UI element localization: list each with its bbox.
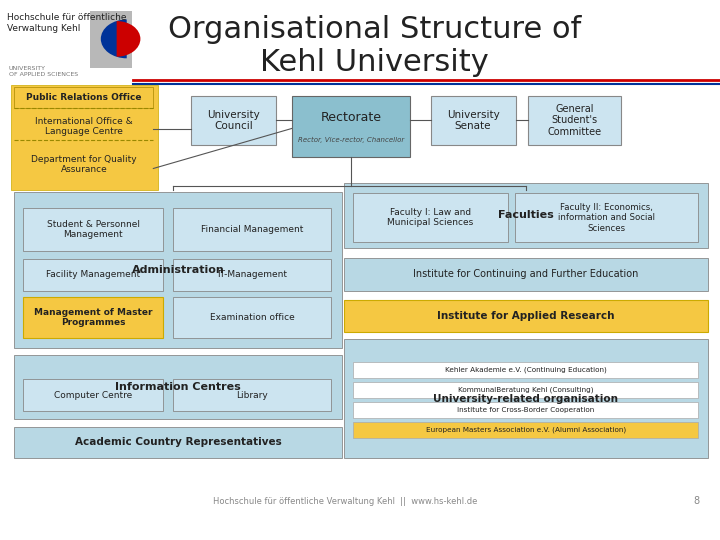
Text: Student & Personnel
Management: Student & Personnel Management	[47, 220, 140, 239]
FancyBboxPatch shape	[344, 183, 708, 248]
FancyBboxPatch shape	[14, 112, 153, 140]
Text: 8: 8	[693, 496, 699, 506]
Text: Faculties: Faculties	[498, 211, 554, 220]
Text: University-related organisation: University-related organisation	[433, 394, 618, 403]
Wedge shape	[117, 21, 140, 57]
FancyBboxPatch shape	[14, 355, 342, 418]
Text: Rectorate: Rectorate	[320, 111, 382, 124]
Text: KommunalBeratung Kehl (Consulting): KommunalBeratung Kehl (Consulting)	[458, 387, 593, 393]
Text: Public Relations Office: Public Relations Office	[26, 93, 142, 102]
Wedge shape	[101, 19, 127, 58]
Text: Department for Quality
Assurance: Department for Quality Assurance	[31, 155, 137, 174]
FancyBboxPatch shape	[14, 144, 153, 186]
FancyBboxPatch shape	[191, 96, 276, 145]
FancyBboxPatch shape	[344, 300, 708, 332]
FancyBboxPatch shape	[431, 96, 516, 145]
FancyBboxPatch shape	[90, 11, 132, 68]
FancyBboxPatch shape	[344, 258, 708, 291]
Text: Kehler Akademie e.V. (Continuing Education): Kehler Akademie e.V. (Continuing Educati…	[445, 367, 606, 373]
Text: Examination office: Examination office	[210, 313, 294, 322]
Text: Library: Library	[236, 391, 268, 400]
FancyBboxPatch shape	[173, 297, 331, 338]
FancyBboxPatch shape	[353, 362, 698, 378]
Text: Information Centres: Information Centres	[115, 382, 241, 392]
Text: Faculty II: Economics,
information and Social
Sciences: Faculty II: Economics, information and S…	[558, 202, 655, 233]
FancyBboxPatch shape	[515, 193, 698, 242]
Text: Rector, Vice-rector, Chancellor: Rector, Vice-rector, Chancellor	[298, 137, 404, 143]
FancyBboxPatch shape	[11, 85, 158, 190]
FancyBboxPatch shape	[14, 192, 342, 348]
Text: Administration: Administration	[132, 265, 225, 275]
FancyBboxPatch shape	[528, 96, 621, 145]
FancyBboxPatch shape	[23, 379, 163, 411]
FancyBboxPatch shape	[353, 422, 698, 438]
FancyBboxPatch shape	[23, 297, 163, 338]
FancyBboxPatch shape	[353, 382, 698, 398]
FancyBboxPatch shape	[173, 379, 331, 411]
Text: Computer Centre: Computer Centre	[54, 391, 132, 400]
Text: Financial Management: Financial Management	[201, 225, 303, 234]
Text: Management of Master
Programmes: Management of Master Programmes	[34, 308, 153, 327]
Text: IT-Management: IT-Management	[217, 271, 287, 279]
FancyBboxPatch shape	[23, 259, 163, 291]
Text: Faculty I: Law and
Municipal Sciences: Faculty I: Law and Municipal Sciences	[387, 208, 473, 227]
Text: University
Senate: University Senate	[446, 110, 500, 131]
Text: General
Student's
Committee: General Student's Committee	[547, 104, 602, 137]
FancyBboxPatch shape	[14, 427, 342, 458]
FancyBboxPatch shape	[23, 208, 163, 251]
Text: Academic Country Representatives: Academic Country Representatives	[75, 437, 282, 447]
Text: Institute for Cross-Border Cooperation: Institute for Cross-Border Cooperation	[457, 407, 594, 413]
Text: Institute for Continuing and Further Education: Institute for Continuing and Further Edu…	[413, 269, 639, 279]
Text: Facility Management: Facility Management	[46, 271, 140, 279]
FancyBboxPatch shape	[14, 87, 153, 108]
Text: University
Council: University Council	[207, 110, 260, 131]
Text: International Office &
Language Centre: International Office & Language Centre	[35, 117, 132, 136]
Text: Institute for Applied Research: Institute for Applied Research	[437, 311, 615, 321]
Text: European Masters Association e.V. (Alumni Association): European Masters Association e.V. (Alumn…	[426, 427, 626, 433]
Text: Hochschule für öffentliche
Verwaltung Kehl: Hochschule für öffentliche Verwaltung Ke…	[7, 14, 127, 33]
FancyBboxPatch shape	[353, 402, 698, 418]
FancyBboxPatch shape	[173, 208, 331, 251]
FancyBboxPatch shape	[173, 259, 331, 291]
FancyBboxPatch shape	[353, 193, 508, 242]
FancyBboxPatch shape	[292, 96, 410, 157]
Text: Hochschule für öffentliche Verwaltung Kehl  ||  www.hs-kehl.de: Hochschule für öffentliche Verwaltung Ke…	[213, 497, 478, 505]
FancyBboxPatch shape	[344, 339, 708, 458]
Text: Organisational Structure of
Kehl University: Organisational Structure of Kehl Univers…	[168, 15, 581, 77]
Text: UNIVERSITY
OF APPLIED SCIENCES: UNIVERSITY OF APPLIED SCIENCES	[9, 66, 78, 77]
